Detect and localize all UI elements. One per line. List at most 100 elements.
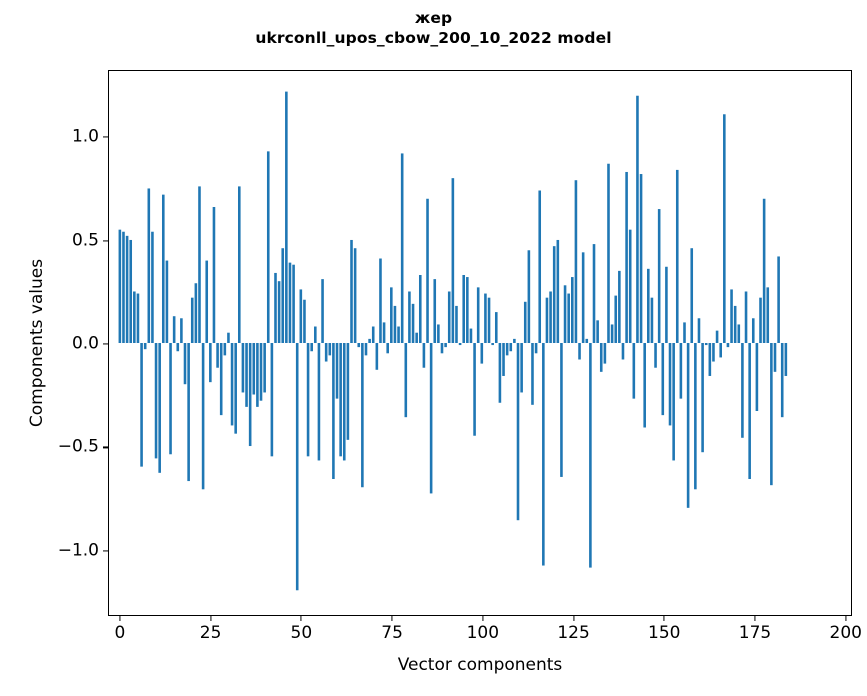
bar bbox=[212, 207, 216, 343]
x-tick-mark bbox=[482, 615, 484, 621]
bar bbox=[281, 248, 285, 343]
bar bbox=[129, 239, 133, 343]
bar bbox=[415, 332, 418, 343]
bar bbox=[701, 343, 704, 453]
bar bbox=[209, 343, 212, 383]
bar bbox=[777, 256, 780, 343]
bar bbox=[712, 343, 715, 362]
bar bbox=[205, 260, 209, 343]
bar bbox=[310, 343, 313, 352]
bar bbox=[730, 289, 733, 343]
bar bbox=[252, 343, 256, 395]
bar bbox=[549, 291, 552, 343]
bar bbox=[180, 318, 183, 343]
bar bbox=[176, 343, 180, 352]
bar bbox=[770, 343, 773, 486]
y-tick-mark bbox=[103, 136, 109, 138]
bar bbox=[719, 343, 722, 358]
bar bbox=[371, 326, 375, 343]
x-tick-label: 125 bbox=[557, 623, 590, 643]
bar bbox=[491, 343, 494, 346]
y-tick-label: −1.0 bbox=[57, 540, 99, 561]
bar bbox=[784, 343, 788, 376]
bar bbox=[158, 343, 161, 473]
bar bbox=[324, 343, 328, 362]
bar bbox=[614, 295, 618, 343]
bar bbox=[122, 231, 125, 343]
plot-area bbox=[109, 71, 851, 615]
bar bbox=[183, 343, 187, 385]
bar bbox=[661, 343, 665, 416]
bar bbox=[589, 343, 592, 568]
bar bbox=[487, 297, 491, 343]
bar bbox=[426, 198, 429, 343]
bar bbox=[411, 303, 415, 343]
bar bbox=[610, 324, 614, 343]
bar bbox=[502, 343, 505, 376]
bar bbox=[386, 343, 389, 354]
bar bbox=[143, 343, 147, 350]
x-tick-label: 50 bbox=[290, 623, 313, 643]
bar bbox=[227, 332, 230, 343]
bar bbox=[473, 343, 476, 436]
bar bbox=[230, 343, 234, 426]
bar bbox=[458, 343, 462, 346]
bar bbox=[418, 275, 422, 343]
bar bbox=[755, 343, 759, 411]
bar bbox=[118, 229, 122, 343]
bar bbox=[429, 343, 433, 494]
bar bbox=[527, 250, 531, 343]
bar bbox=[715, 330, 719, 343]
y-tick-mark bbox=[103, 550, 109, 552]
bar bbox=[219, 343, 223, 416]
bar bbox=[723, 114, 726, 343]
bar bbox=[513, 338, 516, 343]
bar bbox=[650, 297, 654, 343]
bar bbox=[147, 188, 151, 343]
bar bbox=[708, 343, 712, 376]
bar bbox=[697, 318, 701, 343]
bar bbox=[466, 277, 469, 343]
bar bbox=[321, 279, 324, 343]
bar bbox=[563, 285, 567, 343]
bar bbox=[317, 343, 321, 461]
bar bbox=[303, 299, 306, 343]
bar bbox=[187, 343, 190, 482]
y-axis-label: Components values bbox=[27, 258, 47, 428]
bar bbox=[161, 194, 165, 343]
bar bbox=[690, 248, 694, 343]
bar bbox=[248, 343, 252, 447]
bar bbox=[357, 343, 361, 348]
bar bbox=[744, 291, 748, 343]
bar bbox=[223, 343, 227, 356]
bar bbox=[657, 209, 661, 343]
bar bbox=[498, 343, 502, 403]
bar bbox=[672, 343, 675, 461]
bar bbox=[560, 343, 563, 477]
bar bbox=[694, 343, 697, 490]
bar bbox=[766, 287, 770, 343]
bar bbox=[328, 343, 332, 356]
bar bbox=[599, 343, 603, 372]
x-axis-label: Vector components bbox=[397, 655, 563, 675]
bar bbox=[607, 163, 610, 343]
bar bbox=[404, 343, 408, 418]
bar bbox=[484, 293, 487, 343]
chart-title-line-1: жер bbox=[414, 9, 453, 27]
x-tick-label: 100 bbox=[466, 623, 500, 643]
bar bbox=[628, 229, 632, 343]
y-tick-label: 0.0 bbox=[71, 333, 99, 354]
bar bbox=[679, 343, 683, 399]
x-tick-label: 200 bbox=[829, 623, 862, 643]
bar bbox=[451, 178, 455, 343]
bar bbox=[704, 343, 708, 346]
chart-title-line-2: ukrconll_upos_cbow_200_10_2022 model bbox=[255, 29, 612, 47]
bar bbox=[295, 343, 299, 591]
x-tick-mark bbox=[845, 615, 847, 621]
bar bbox=[780, 343, 784, 418]
y-tick-mark bbox=[103, 240, 109, 242]
x-tick-mark bbox=[754, 615, 756, 621]
bar bbox=[165, 260, 169, 343]
bar bbox=[216, 343, 219, 368]
bar bbox=[440, 343, 444, 354]
